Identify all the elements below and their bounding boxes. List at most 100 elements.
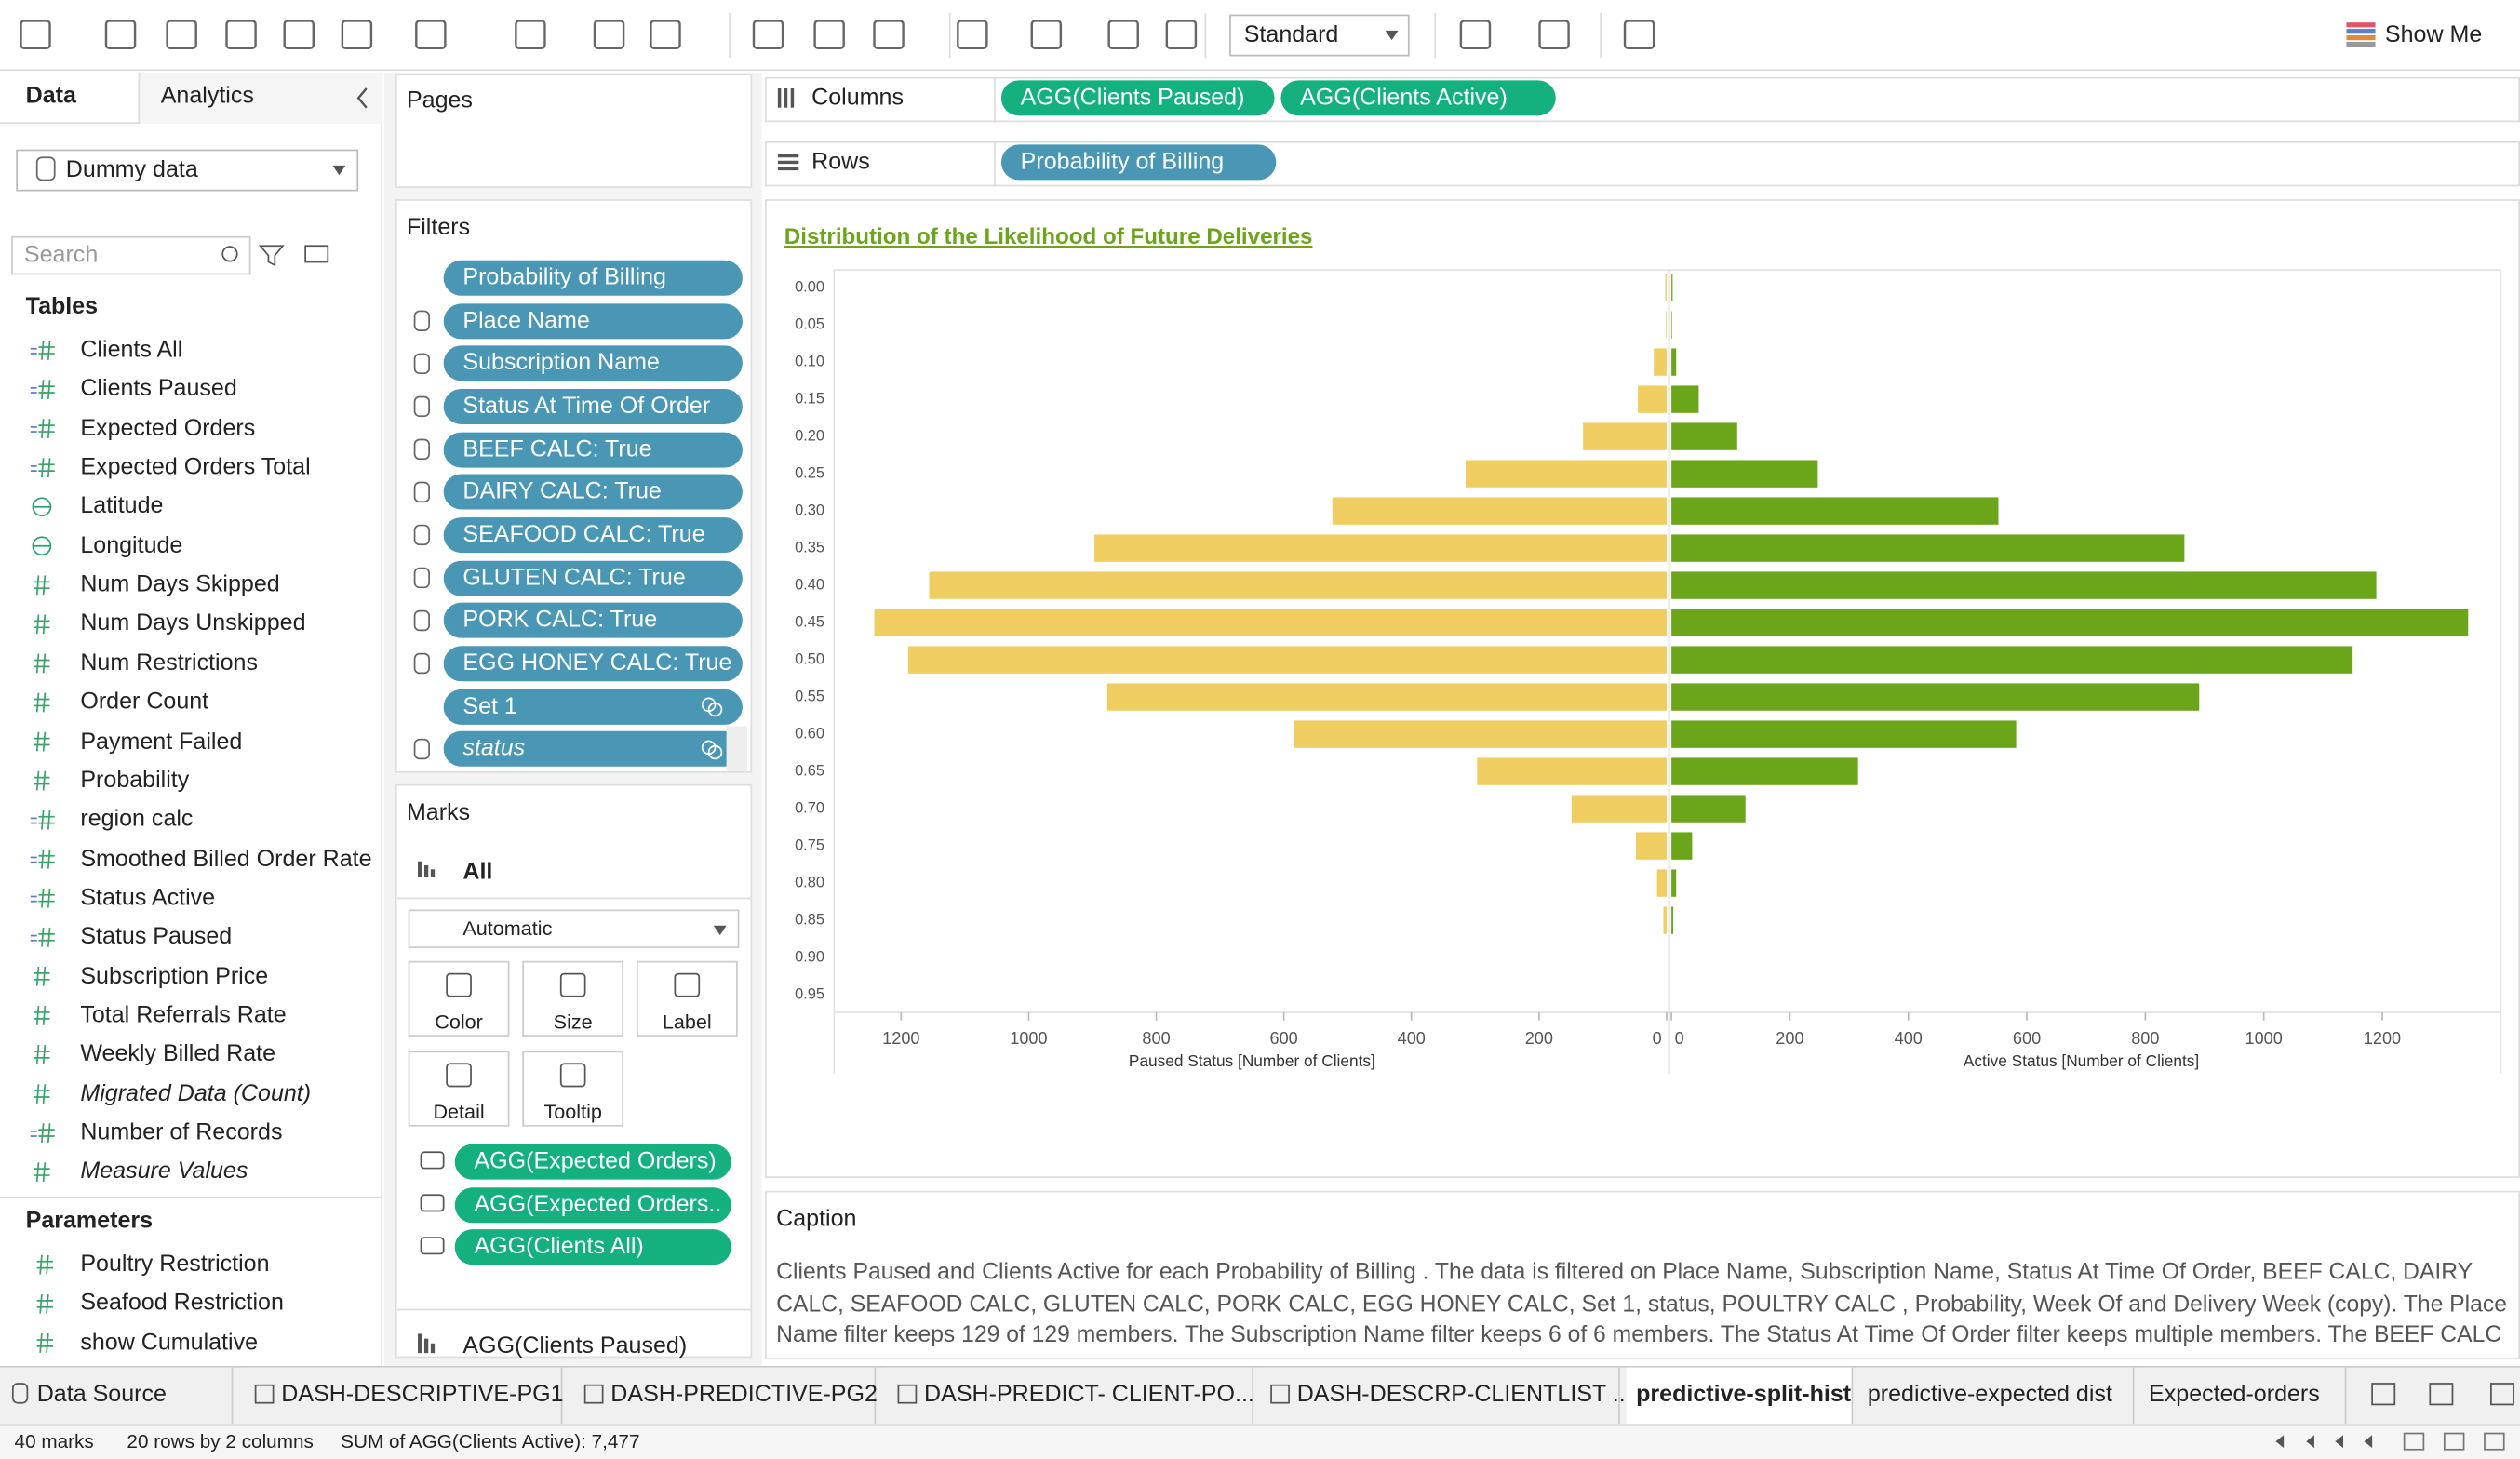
parameter-item[interactable]: show Cumulative <box>80 1330 259 1357</box>
mark-button-label[interactable]: Label <box>662 1011 712 1034</box>
filter-pill[interactable] <box>443 345 743 381</box>
shelf-pill-label[interactable]: AGG(Clients Active) <box>1300 85 1508 112</box>
search-box[interactable] <box>11 235 251 275</box>
filter-pill-label[interactable]: BEEF CALC: True <box>462 436 652 462</box>
shelf-label: Rows <box>811 149 870 176</box>
filter-pill[interactable] <box>443 516 743 553</box>
sheet-tab-label[interactable]: DASH-DESCRIPTIVE-PG1 <box>281 1382 564 1408</box>
data-source-select[interactable] <box>16 149 359 192</box>
filter-pill-label[interactable]: Set 1 <box>462 693 517 719</box>
shelf-pill[interactable] <box>1000 144 1277 181</box>
field-item[interactable]: Status Paused <box>80 924 233 951</box>
field-item[interactable]: Clients Paused <box>80 376 237 403</box>
marks-title: Marks <box>406 800 471 826</box>
filter-pill[interactable] <box>443 260 743 296</box>
view-mode-select[interactable] <box>1229 14 1410 57</box>
filter-pill[interactable] <box>443 559 743 596</box>
pane-tab[interactable]: Data <box>25 83 76 110</box>
filter-pill[interactable] <box>443 646 743 681</box>
field-item[interactable]: Total Referrals Rate <box>80 1002 287 1029</box>
field-item[interactable]: Num Days Skipped <box>80 571 280 598</box>
mark-type-select[interactable] <box>408 909 740 948</box>
filter-pill-label[interactable]: DAIRY CALC: True <box>462 479 662 505</box>
mark-button-label[interactable]: Detail <box>433 1101 485 1124</box>
mark-button-label[interactable]: Size <box>553 1011 593 1034</box>
sheet-tab[interactable] <box>570 1367 877 1425</box>
filter-pill-label[interactable]: SEAFOOD CALC: True <box>462 522 705 548</box>
marks-field-label[interactable]: AGG(Expected Orders.. <box>474 1191 722 1218</box>
sheet-tab[interactable] <box>241 1367 563 1425</box>
filter-pill[interactable] <box>443 431 743 467</box>
field-item[interactable]: Num Restrictions <box>80 650 259 676</box>
field-item[interactable]: Expected Orders Total <box>80 454 311 481</box>
mark-button-label[interactable]: Tooltip <box>543 1101 602 1124</box>
filter-pill-label[interactable]: PORK CALC: True <box>462 608 658 634</box>
sheet-tab-label[interactable]: Data Source <box>36 1382 167 1408</box>
filter-pill-label[interactable]: Probability of Billing <box>462 264 666 291</box>
filter-pill[interactable] <box>443 689 743 725</box>
filter-pill[interactable] <box>443 388 743 424</box>
filter-pill-label[interactable]: Subscription Name <box>462 351 660 377</box>
sheet-tab[interactable] <box>2137 1367 2347 1425</box>
filter-pill-label[interactable]: EGG HONEY CALC: True <box>462 650 732 676</box>
field-item[interactable]: Number of Records <box>80 1119 283 1146</box>
field-item[interactable]: Num Days Unskipped <box>80 611 306 637</box>
field-item[interactable]: Migrated Data (Count) <box>80 1080 312 1107</box>
filter-pill-label[interactable]: Status At Time Of Order <box>462 394 711 420</box>
filter-pill[interactable] <box>443 731 743 768</box>
field-item[interactable]: Status Active <box>80 885 216 912</box>
marks-field-pill[interactable] <box>454 1144 731 1180</box>
shelf-pill[interactable] <box>1280 80 1556 116</box>
filter-pill-label[interactable]: Place Name <box>462 307 590 334</box>
parameters-heading: Parameters <box>25 1208 154 1235</box>
field-item[interactable]: Smoothed Billed Order Rate <box>80 846 372 873</box>
sheet-tab-label[interactable]: DASH-PREDICTIVE-PG2 <box>610 1382 878 1408</box>
shelf-pill[interactable] <box>1000 80 1275 116</box>
marks-field-pill[interactable] <box>454 1186 731 1223</box>
sheet-tab-label[interactable]: DASH-PREDICT- CLIENT-PO... <box>924 1382 1254 1408</box>
field-item[interactable]: Latitude <box>80 493 164 520</box>
search-placeholder: Search <box>23 242 99 269</box>
caption-title: Caption <box>776 1207 857 1233</box>
parameter-item[interactable]: Seafood Restriction <box>80 1291 284 1318</box>
field-item[interactable]: Payment Failed <box>80 729 243 755</box>
field-item[interactable]: Longitude <box>80 532 183 559</box>
field-item[interactable]: Measure Values <box>80 1158 248 1185</box>
filter-pill-label[interactable]: GLUTEN CALC: True <box>462 565 686 591</box>
field-item[interactable]: Probability <box>80 768 190 794</box>
shelf-pill-label[interactable]: AGG(Clients Paused) <box>1020 85 1245 112</box>
field-item[interactable]: Order Count <box>80 689 209 716</box>
marks-field-label[interactable]: AGG(Clients All) <box>474 1234 644 1261</box>
sheet-tab[interactable] <box>1856 1367 2135 1425</box>
data-source-name: Dummy data <box>65 157 198 183</box>
filter-pill[interactable] <box>443 302 743 339</box>
filter-pill-label[interactable]: status <box>462 736 526 762</box>
view-mode-label: Standard <box>1243 22 1339 48</box>
sheet-tab[interactable] <box>1261 1367 1620 1425</box>
field-item[interactable]: Weekly Billed Rate <box>80 1041 276 1068</box>
field-item[interactable]: Clients All <box>80 337 183 364</box>
parameter-item[interactable]: Poultry Restriction <box>80 1252 270 1278</box>
marks-field-pill[interactable] <box>454 1229 731 1265</box>
shelf-pill-label[interactable]: Probability of Billing <box>1020 149 1225 176</box>
marks-all-label: All <box>462 859 493 886</box>
sheet-tab-label[interactable]: DASH-DESCRP-CLIENTLIST ... <box>1296 1382 1632 1408</box>
sheet-tab[interactable] <box>0 1367 234 1425</box>
mark-type-label[interactable]: Automatic <box>462 917 553 941</box>
sheet-tab-label[interactable]: Expected-orders <box>2149 1382 2320 1408</box>
sheet-tab-label[interactable]: predictive-split-hist <box>1636 1382 1852 1408</box>
caption-panel <box>765 1190 2520 1360</box>
show-me-button[interactable]: Show Me <box>2384 22 2483 48</box>
marks-field-label[interactable]: AGG(Expected Orders) <box>474 1148 717 1175</box>
field-item[interactable]: Expected Orders <box>80 415 256 442</box>
sheet-tab[interactable] <box>1626 1367 1854 1425</box>
mark-button-label[interactable]: Color <box>435 1011 483 1034</box>
field-item[interactable]: Subscription Price <box>80 963 269 990</box>
filter-pill[interactable] <box>443 474 743 510</box>
sheet-tab[interactable] <box>883 1367 1254 1425</box>
field-item[interactable]: region calc <box>80 807 194 833</box>
sheet-tab-label[interactable]: predictive-expected dist <box>1867 1382 2112 1408</box>
pane-tab[interactable]: Analytics <box>160 83 254 110</box>
filter-pill[interactable] <box>443 602 743 638</box>
